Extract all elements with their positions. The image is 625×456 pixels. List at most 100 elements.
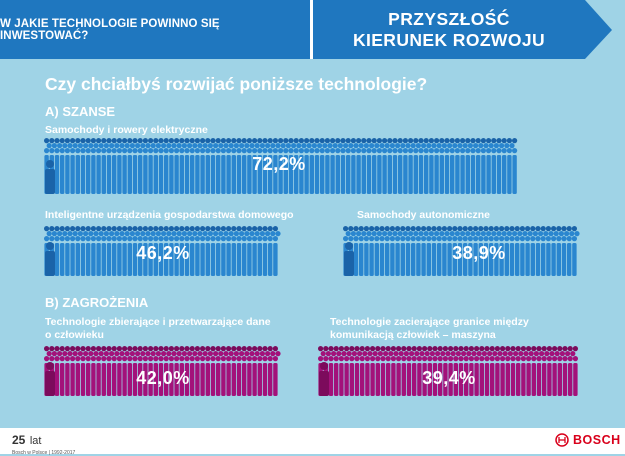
crowd-head bbox=[387, 148, 393, 154]
crowd-head bbox=[252, 346, 258, 352]
crowd-head bbox=[428, 231, 434, 237]
crowd-lead-body bbox=[45, 169, 55, 194]
crowd-head bbox=[496, 138, 502, 144]
crowd-head bbox=[566, 236, 572, 242]
crowd-head bbox=[85, 346, 91, 352]
crowd-body bbox=[486, 155, 491, 194]
crowd-head bbox=[184, 236, 190, 242]
crowd-head bbox=[546, 346, 553, 352]
crowd-head bbox=[64, 236, 70, 242]
crowd-head bbox=[453, 356, 459, 362]
crowd-body bbox=[273, 155, 278, 194]
crowd-body bbox=[138, 363, 143, 396]
crowd-body bbox=[536, 363, 542, 396]
crowd-head bbox=[416, 346, 422, 352]
crowd-head bbox=[205, 138, 211, 144]
footer-number: 25 bbox=[12, 433, 26, 447]
crowd-head bbox=[491, 231, 497, 237]
crowd-head bbox=[249, 231, 255, 237]
crowd-head bbox=[540, 236, 546, 242]
crowd-head bbox=[64, 138, 70, 144]
crowd-head bbox=[504, 226, 510, 232]
crowd-head bbox=[406, 346, 412, 352]
crowd-head bbox=[218, 231, 224, 237]
crowd-head bbox=[389, 226, 395, 232]
crowd-head bbox=[444, 231, 450, 237]
crowd-head bbox=[460, 148, 466, 154]
crowd-head bbox=[236, 226, 242, 232]
crowd-head bbox=[85, 138, 91, 144]
crowd-head bbox=[426, 226, 432, 232]
crowd-body bbox=[391, 363, 396, 396]
crowd-head bbox=[437, 356, 443, 362]
crowd-head bbox=[127, 148, 133, 154]
crowd-body bbox=[132, 155, 138, 194]
crowd-head bbox=[228, 351, 234, 357]
crowd-body bbox=[252, 155, 257, 194]
crowd-body bbox=[561, 243, 567, 276]
crowd-head bbox=[414, 351, 420, 357]
crowd-head bbox=[62, 231, 68, 237]
crowd-body bbox=[431, 243, 437, 276]
crowd-body bbox=[86, 155, 91, 194]
crowd-head bbox=[561, 226, 567, 232]
crowd-head bbox=[246, 236, 252, 242]
crowd-head bbox=[384, 226, 390, 232]
crowd-head bbox=[168, 226, 174, 232]
crowd-head bbox=[470, 231, 476, 237]
crowd-body bbox=[257, 155, 262, 194]
crowd-head bbox=[465, 148, 471, 154]
crowd-head bbox=[189, 226, 195, 232]
crowd-head bbox=[558, 231, 565, 237]
crowd-head bbox=[382, 138, 388, 144]
crowd-lead-body bbox=[45, 251, 55, 276]
crowd-head bbox=[385, 346, 391, 352]
crowd-head bbox=[440, 351, 446, 357]
crowd-head bbox=[533, 351, 540, 357]
crowd-head bbox=[215, 346, 221, 352]
crowd-head bbox=[270, 143, 276, 149]
crowd-head bbox=[179, 346, 185, 352]
crowd-head bbox=[116, 236, 122, 242]
crowd-head bbox=[187, 143, 193, 149]
crowd-head bbox=[488, 226, 494, 232]
crowd-head bbox=[511, 138, 518, 144]
crowd-head bbox=[249, 351, 255, 357]
crowd-head bbox=[370, 346, 376, 352]
crowd-head bbox=[77, 143, 83, 149]
crowd-head bbox=[364, 356, 370, 362]
crowd-head bbox=[205, 356, 211, 362]
crowd-head bbox=[90, 226, 96, 232]
crowd-head bbox=[427, 356, 433, 362]
crowd-body bbox=[567, 243, 572, 276]
crowd-body bbox=[432, 363, 438, 396]
crowd-head bbox=[218, 351, 224, 357]
crowd-head bbox=[288, 138, 294, 144]
crowd-body bbox=[439, 155, 444, 194]
crowd-head bbox=[189, 148, 195, 154]
crowd-head bbox=[465, 138, 471, 144]
crowd-head bbox=[492, 351, 498, 357]
crowd-head bbox=[168, 148, 174, 154]
crowd-head bbox=[356, 138, 362, 144]
crowd-head bbox=[246, 356, 252, 362]
crowd-head bbox=[59, 236, 65, 242]
crowd-head bbox=[148, 226, 154, 232]
crowd-head bbox=[114, 231, 120, 237]
crowd-head bbox=[93, 143, 99, 149]
crowd-head bbox=[562, 346, 568, 352]
crowd-head bbox=[450, 351, 456, 357]
crowd-body bbox=[80, 363, 86, 396]
crowd-head bbox=[418, 138, 424, 144]
crowd-head bbox=[328, 356, 334, 362]
crowd-body bbox=[216, 155, 221, 194]
crowd-head bbox=[96, 138, 102, 144]
crowd-head bbox=[57, 231, 63, 237]
crowd-head bbox=[70, 138, 76, 144]
crowd-body bbox=[344, 363, 349, 396]
crowd-body bbox=[158, 243, 164, 276]
crowd-head bbox=[509, 143, 515, 149]
crowd-head bbox=[96, 356, 102, 362]
crowd-head bbox=[257, 138, 263, 144]
crowd-head bbox=[75, 138, 81, 144]
